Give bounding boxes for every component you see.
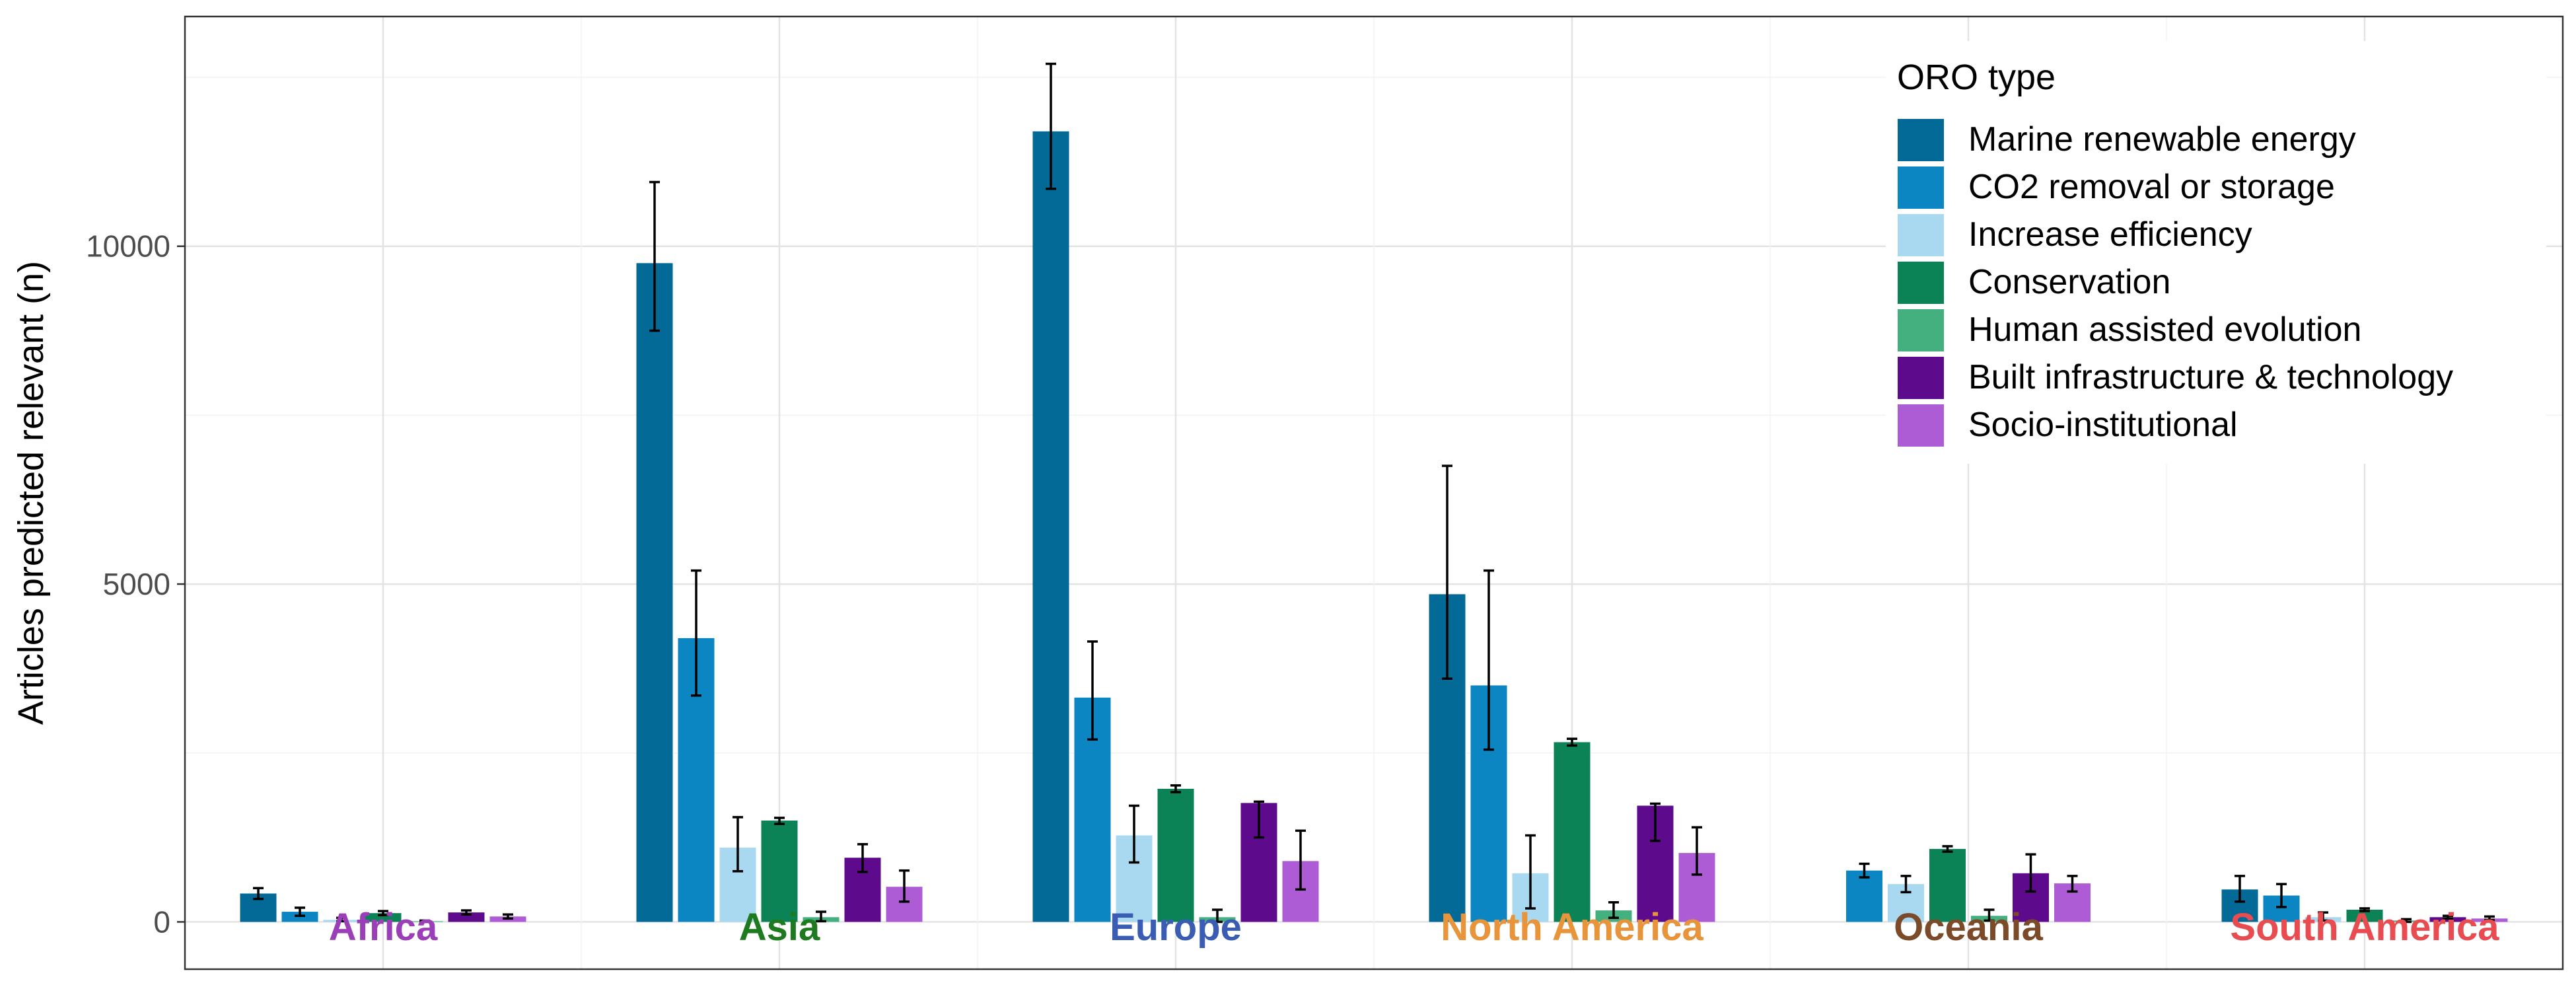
bars [240, 131, 2508, 922]
legend-swatch [1898, 357, 1944, 399]
legend-label: Built infrastructure & technology [1968, 358, 2453, 396]
y-tick-label: 0 [153, 904, 170, 939]
y-axis: 0 5000 10000 [86, 229, 185, 939]
y-tick-label: 10000 [86, 229, 170, 264]
legend-swatch [1898, 262, 1944, 304]
category-label: Oceania [1894, 906, 2043, 949]
y-tick-label: 5000 [103, 567, 170, 601]
legend-label: CO2 removal or storage [1968, 168, 2335, 206]
legend-swatch [1898, 404, 1944, 447]
error-bars [253, 62, 2495, 924]
legend-title: ORO type [1897, 57, 2056, 97]
legend-label: Marine renewable energy [1968, 120, 2356, 159]
bar [1032, 131, 1069, 922]
category-label: South America [2230, 906, 2499, 949]
category-labels: Africa Asia Europe North America Oceania Sout… [329, 906, 2500, 949]
legend-label: Socio-institutional [1968, 406, 2238, 444]
legend-label: Increase efficiency [1968, 215, 2252, 254]
bar [761, 821, 798, 922]
grid [185, 17, 2563, 969]
legend-swatch [1898, 214, 1944, 256]
bar [636, 263, 673, 922]
y-axis-title: Articles predicted relevant (n) [11, 261, 51, 725]
legend-swatch [1898, 166, 1944, 209]
bar [448, 912, 485, 922]
legend: ORO type Marine renewable energy CO2 remo… [1886, 41, 2546, 464]
bar [1157, 788, 1194, 922]
bar [1554, 742, 1591, 922]
category-label: Europe [1110, 906, 1242, 949]
legend-label: Human assisted evolution [1968, 311, 2361, 349]
legend-background [1886, 41, 2546, 464]
legend-swatch [1898, 309, 1944, 351]
legend-label: Conservation [1968, 263, 2170, 301]
category-label: North America [1441, 906, 1703, 949]
bar [2346, 910, 2383, 922]
legend-swatch [1898, 119, 1944, 161]
bar [365, 913, 402, 922]
bar [1929, 848, 1966, 922]
panel-border [184, 15, 2564, 971]
bar [1846, 870, 1882, 922]
category-label: Asia [739, 906, 820, 949]
category-label: Africa [329, 906, 438, 949]
